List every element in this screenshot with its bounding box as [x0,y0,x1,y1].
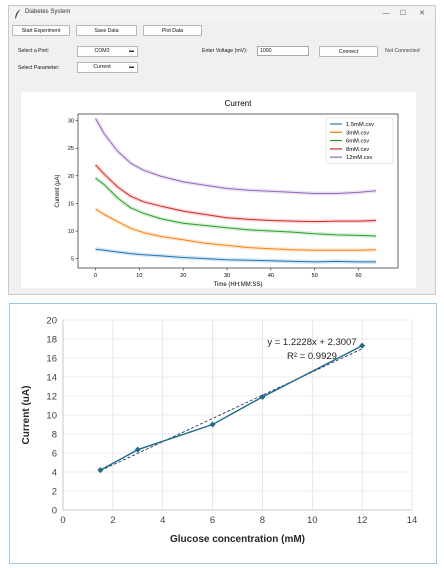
port-select[interactable]: COM3 ▬ [77,46,138,57]
trendline [100,348,363,472]
feather-icon [15,9,21,19]
x-tick-label: 6 [210,515,215,526]
x-tick-label: 4 [160,515,165,526]
x-tick-label: 20 [180,273,186,279]
x-tick-label: 60 [355,273,361,279]
legend-entry: 8mM.csv [346,147,369,153]
y-tick-label: 25 [68,146,74,152]
port-value: COM3 [94,48,110,54]
x-tick-label: 30 [224,273,230,279]
parameter-value: Current [93,64,111,70]
series-line [95,177,377,237]
voltage-input[interactable]: 1000 [257,46,309,56]
minimize-icon[interactable]: — [382,10,390,17]
x-tick-label: 12 [357,515,368,526]
plot-data-button[interactable]: Plot Data [143,25,202,36]
y-tick-label: 15 [68,201,74,207]
x-tick-label: 0 [60,515,65,526]
y-axis-label: Current (µA) [55,174,61,207]
plot-canvas: Current 0 10 20 30 40 50 60 5 10 15 20 25 30 Time (HH:… [21,92,416,288]
trendline-equation: y = 1.2228x + 2.3007 [267,337,356,348]
window-title: Diabetes System [25,9,71,15]
y-tick-label: 10 [46,411,57,422]
legend-entry: 3mM.csv [346,130,369,136]
data-point [97,467,104,474]
y-tick-label: 18 [46,335,57,346]
data-point [259,393,266,400]
x-tick-label: 8 [260,515,265,526]
y-tick-label: 16 [46,354,57,365]
series-line [100,345,363,471]
start-experiment-button[interactable]: Start Experiment [12,25,70,36]
data-point [359,342,366,349]
connection-status: Not Connected [385,48,420,54]
y-tick-label: 8 [52,430,57,441]
y-tick-label: 14 [46,373,57,384]
maximize-icon[interactable]: ☐ [399,10,407,17]
y-tick-label: 2 [52,487,57,498]
parameter-label: Select Parameter: [18,65,60,71]
plot-title: Current [225,99,252,108]
series-line [95,118,377,194]
series-band [94,176,377,238]
y-tick-label: 5 [71,257,74,263]
chevron-down-icon: ▬ [129,48,134,54]
series-line [95,248,377,263]
data-point [209,421,216,428]
y-tick-label: 4 [52,468,57,479]
x-tick-label: 50 [312,273,318,279]
legend-box [325,117,394,164]
x-tick-label: 10 [307,515,318,526]
plot-axes-frame [77,113,399,269]
connect-button[interactable]: Connect [319,46,378,57]
y-tick-label: 20 [68,174,74,180]
parameter-select[interactable]: Current ▬ [77,62,138,73]
x-axis-label: Glucose concentration (mM) [170,534,305,545]
legend-entry: 1.5mM.csv [346,122,374,128]
y-tick-label: 6 [52,449,57,460]
calibration-chart-frame: 0 2 4 6 8 10 12 14 0 2 4 6 8 10 12 14 16 18 20 Glucose conc… [9,303,437,564]
calibration-chart: 0 2 4 6 8 10 12 14 0 2 4 6 8 10 12 14 16 18 20 Glucose conc… [21,316,418,546]
x-tick-label: 0 [94,273,97,279]
data-point [134,446,141,453]
y-tick-label: 12 [46,392,57,403]
y-tick-label: 20 [46,316,57,327]
x-tick-label: 40 [268,273,274,279]
voltage-label: Enter Voltage (mV): [202,48,248,54]
chevron-down-icon: ▬ [129,64,134,70]
close-icon[interactable]: ✕ [419,10,425,17]
save-data-button[interactable]: Save Data [76,25,137,36]
y-tick-label: 0 [52,506,57,517]
series-line [95,208,377,251]
title-bar: Diabetes System — ☐ ✕ [9,6,435,22]
app-window: Diabetes System — ☐ ✕ Start Experiment S… [8,5,436,295]
y-tick-label: 30 [68,119,74,125]
port-label: Select a Port: [18,48,50,54]
current-plot: Current 0 10 20 30 40 50 60 5 10 15 20 25 30 Time (HH:… [55,99,399,288]
legend-entry: 6mM.csv [346,139,369,145]
legend-entry: 12mM.csv [346,155,373,161]
x-tick-label: 10 [136,273,142,279]
x-tick-label: 2 [110,515,115,526]
x-axis-label: Time (HH:MM:SS) [214,282,263,288]
y-axis-label: Current (uA) [21,386,32,445]
series-line [95,164,377,223]
y-tick-label: 10 [68,229,74,235]
r-squared-label: R² = 0.9929 [287,351,337,362]
x-tick-label: 14 [407,515,418,526]
